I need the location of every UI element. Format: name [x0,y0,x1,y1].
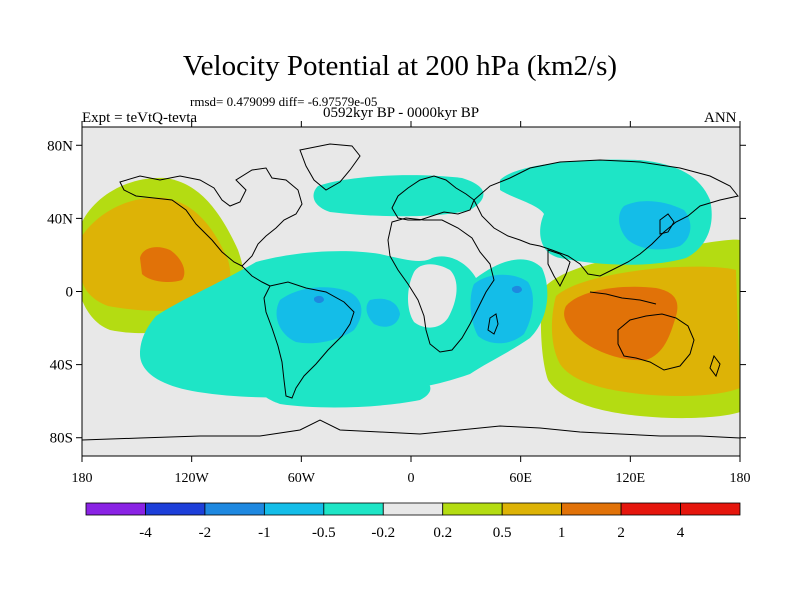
lon-label: 0 [408,471,415,486]
coastline-india [547,249,571,288]
coastline-north-america [119,167,303,267]
lat-label: 40S [50,358,73,374]
colorbar-box [620,502,681,516]
colorbar-label: 1 [558,525,566,541]
colorbar-box [204,502,265,516]
lon-label: 180 [730,471,751,486]
colorbar-label: -0.5 [312,525,336,541]
map-title: Velocity Potential at 200 hPa (km2/s) [182,50,618,82]
positive-region-wpacific-orange [564,286,678,361]
colorbar-box [263,502,325,516]
colorbar-box [382,502,444,516]
coastlines [82,143,740,441]
lat-label: 40N [47,211,73,227]
colorbar-box [323,502,384,516]
lon-label: 60W [288,471,316,486]
colorbar-label: 0.2 [433,525,452,541]
negative-region-south-atlantic-blue [366,298,400,327]
axis-ticks [76,121,746,462]
period-label: 0592kyr BP - 0000kyr BP [323,105,480,121]
negative-region-japan [619,201,691,250]
colorbar-label: -0.2 [371,525,395,541]
longitude-labels: 180 120W 60W 0 60E 120E 180 [72,471,751,486]
coastline-greenland [299,143,361,191]
coastline-new-zealand [709,354,721,378]
colorbar-box [442,502,503,516]
colorbar-label: -4 [139,525,152,541]
colorbar-box [561,502,622,516]
colorbar-label: -2 [199,525,212,541]
colorbar-label: 2 [617,525,625,541]
colorbar-label: -1 [258,525,271,541]
colorbar-label: 0.5 [493,525,512,541]
coastline-africa [387,217,495,353]
colorbar-box [145,502,206,516]
negative-1-contours [314,285,522,303]
lat-label: 80S [50,431,73,447]
coastline-madagascar [487,313,499,335]
colorbar [85,502,741,516]
positive-region-pacific-orange [140,247,185,282]
negative-region-amazon-core [314,295,324,303]
coastline-central-america [241,265,271,287]
negative-region-east-africa-core [512,285,522,293]
lat-label: 80N [47,138,73,154]
coastline-indonesia [589,291,657,305]
coastline-south-america [263,281,355,399]
colorbar-box [85,502,146,516]
colorbar-label: 4 [677,525,685,541]
coastline-japan [659,213,675,235]
stats-subtitle: rmsd= 0.479099 diff= -6.97579e-05 [190,94,378,109]
lon-label: 120E [616,471,646,486]
negative-region-south-america [276,287,362,344]
coastline-antarctica [82,419,740,441]
near-zero-region-africa [408,264,457,328]
lon-label: 120W [175,471,210,486]
colorbar-box [680,502,741,516]
colorbar-box [501,502,563,516]
lon-label: 180 [72,471,93,486]
lat-label: 0 [66,285,74,301]
colorbar-labels: -4 -2 -1 -0.5 -0.2 0.2 0.5 1 2 4 [139,525,685,541]
map-area [82,127,740,456]
coastline-australia [617,313,695,371]
coastline-asia [473,159,739,277]
negative-region-africa-east [470,274,533,344]
experiment-label: Expt = teVtQ-tevta [82,110,198,126]
season-label: ANN [704,110,737,126]
positive-1-contours [140,247,678,361]
lon-label: 60E [509,471,532,486]
latitude-labels: 80N 40N 0 40S 80S [47,138,73,446]
